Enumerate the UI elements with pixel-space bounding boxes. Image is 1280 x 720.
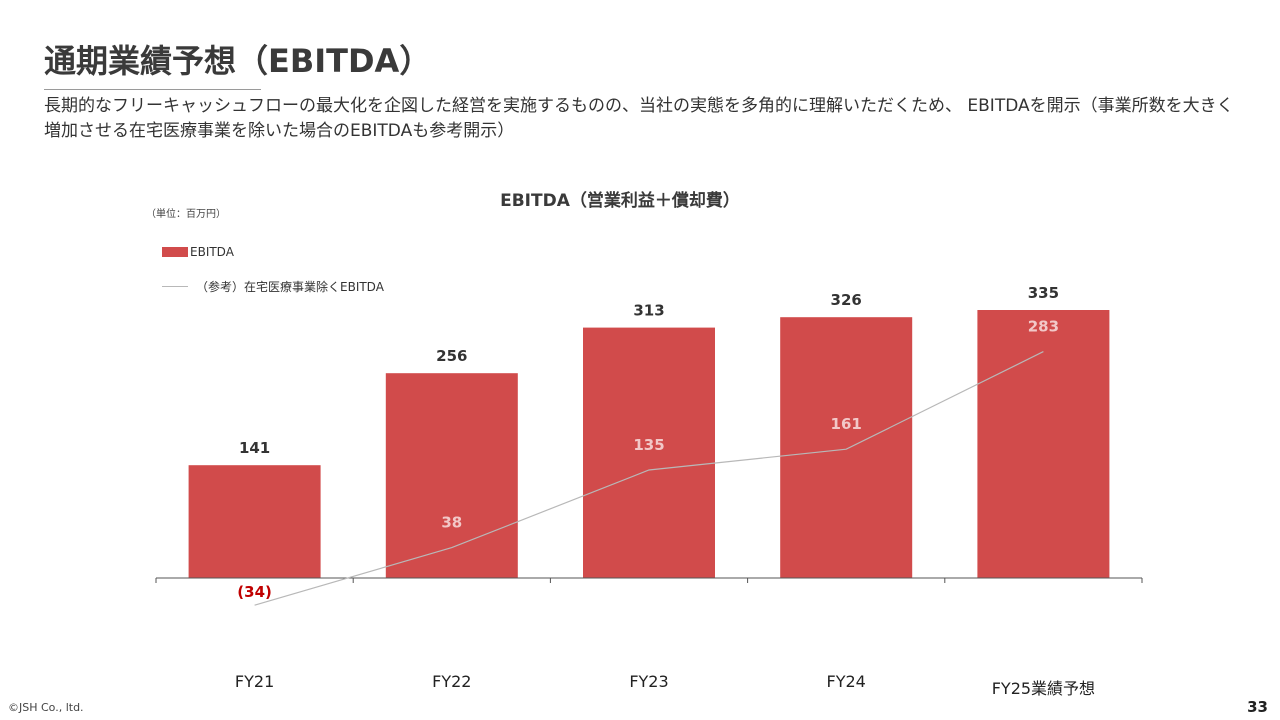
line-value-label: 38 (441, 514, 462, 532)
legend-item-reference: （参考）在宅医療事業除くEBITDA (162, 278, 384, 295)
line-value-label: 283 (1028, 318, 1059, 336)
page-title: 通期業績予想（EBITDA） (44, 42, 432, 80)
page-subtitle: 長期的なフリーキャッシュフローの最大化を企図した経営を実施するものの、当社の実態… (44, 96, 1234, 141)
x-tick-label: FY25業績予想 (991, 679, 1096, 698)
line-value-label: 161 (831, 415, 862, 433)
line-value-label: (34) (237, 583, 272, 601)
legend-label-ebitda: EBITDA (190, 245, 234, 259)
bar-value-label: 313 (633, 302, 664, 320)
title-underline (44, 89, 261, 90)
chart-unit-label: （単位：百万円） (146, 209, 226, 220)
legend-item-ebitda: EBITDA (162, 245, 234, 259)
page-number: 33 (1247, 698, 1268, 716)
bar-value-label: 141 (239, 439, 270, 457)
line-value-label: 135 (633, 436, 664, 454)
x-tick-label: FY22 (432, 672, 472, 691)
x-tick-label: FY24 (826, 672, 866, 691)
bar-value-label: 335 (1028, 284, 1059, 302)
chart-title: EBITDA（営業利益＋償却費） (500, 191, 740, 211)
bar-FY25業績予想 (977, 310, 1110, 578)
x-tick-label: FY21 (234, 672, 275, 691)
x-tick-label: FY23 (629, 672, 669, 691)
bar-value-label: 256 (436, 347, 467, 365)
legend-swatch-bar (162, 247, 188, 257)
legend-swatch-line (162, 286, 188, 287)
copyright-text: ©JSH Co., ltd. (8, 701, 84, 714)
legend-label-reference: （参考）在宅医療事業除くEBITDA (196, 280, 384, 294)
reference-line (254, 351, 1044, 606)
bar-value-label: 326 (831, 291, 862, 309)
bar-FY22 (385, 373, 518, 578)
bar-FY21 (188, 465, 321, 578)
bar-FY23 (583, 327, 715, 578)
bar-FY24 (780, 317, 913, 578)
